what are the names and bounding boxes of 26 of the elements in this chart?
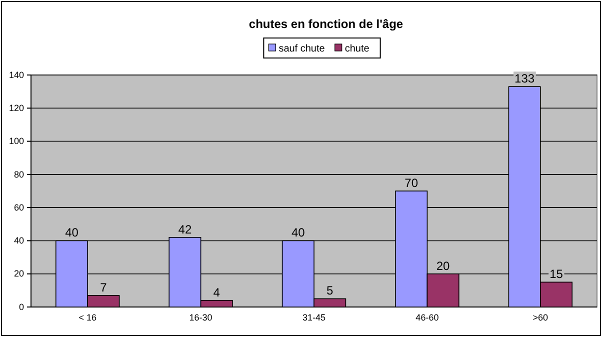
data-label: 133: [514, 72, 535, 86]
x-tick-label: 31-45: [302, 312, 326, 322]
x-tick-label: >60: [532, 312, 548, 322]
chart-title: chutes en fonction de l'âge: [248, 17, 404, 31]
data-label: 40: [65, 226, 79, 240]
data-label: 5: [326, 284, 334, 298]
y-tick-label: 0: [18, 302, 24, 312]
y-tick-label: 60: [14, 202, 24, 212]
data-label: 70: [404, 176, 418, 190]
x-tick-label: 46-60: [416, 312, 439, 322]
x-tick-label: < 16: [78, 312, 96, 322]
data-label: 42: [178, 222, 192, 236]
y-tick-label: 40: [14, 236, 24, 246]
legend-label: sauf chute: [278, 44, 326, 54]
y-tick-label: 140: [8, 70, 24, 80]
x-tick-label: 16-30: [189, 312, 212, 322]
y-tick-label: 120: [8, 103, 24, 114]
data-label: 4: [213, 285, 220, 300]
data-label: 7: [100, 280, 108, 294]
data-label: 20: [436, 258, 450, 273]
y-tick-label: 100: [8, 136, 24, 146]
data-label: 15: [550, 267, 564, 282]
legend-label: chute: [344, 44, 370, 54]
y-tick-label: 20: [14, 268, 24, 279]
data-label: 40: [291, 226, 306, 240]
y-tick-label: 80: [14, 169, 24, 180]
